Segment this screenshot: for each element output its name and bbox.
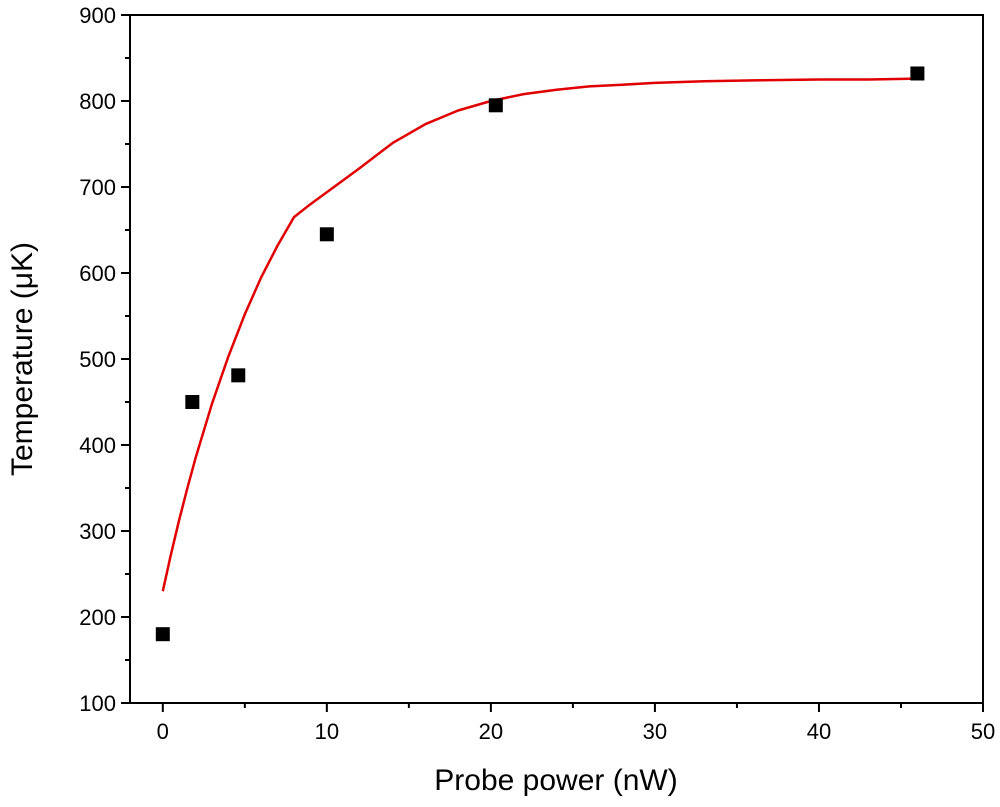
data-point [231, 368, 246, 383]
x-tick-label: 50 [971, 719, 995, 744]
data-point [488, 98, 503, 113]
x-tick-label: 0 [157, 719, 169, 744]
y-tick-label: 500 [79, 347, 116, 372]
y-tick-label: 600 [79, 261, 116, 286]
x-tick-label: 20 [479, 719, 503, 744]
data-point [910, 66, 925, 81]
y-tick-label: 300 [79, 519, 116, 544]
y-tick-label: 700 [79, 175, 116, 200]
ticks [121, 14, 984, 712]
y-tick-label: 400 [79, 433, 116, 458]
y-tick-label: 200 [79, 605, 116, 630]
x-tick-label: 40 [807, 719, 831, 744]
y-axis-label: Temperature (μK) [6, 242, 39, 476]
data-points [155, 66, 925, 642]
x-tick-label: 30 [643, 719, 667, 744]
y-tick-label: 100 [79, 691, 116, 716]
plot-frame [129, 14, 984, 704]
y-tick-label: 900 [79, 3, 116, 28]
x-axis-label: Probe power (nW) [434, 764, 677, 797]
data-point [155, 627, 170, 642]
fit-line [161, 77, 918, 592]
fit-line-group [161, 77, 918, 592]
x-tick-label: 10 [315, 719, 339, 744]
y-tick-label: 800 [79, 89, 116, 114]
tick-labels: 0 10 20 30 40 50 100 200 300 400 500 600 700 800 900 [79, 3, 995, 744]
data-point [319, 227, 334, 242]
data-point [185, 395, 200, 409]
